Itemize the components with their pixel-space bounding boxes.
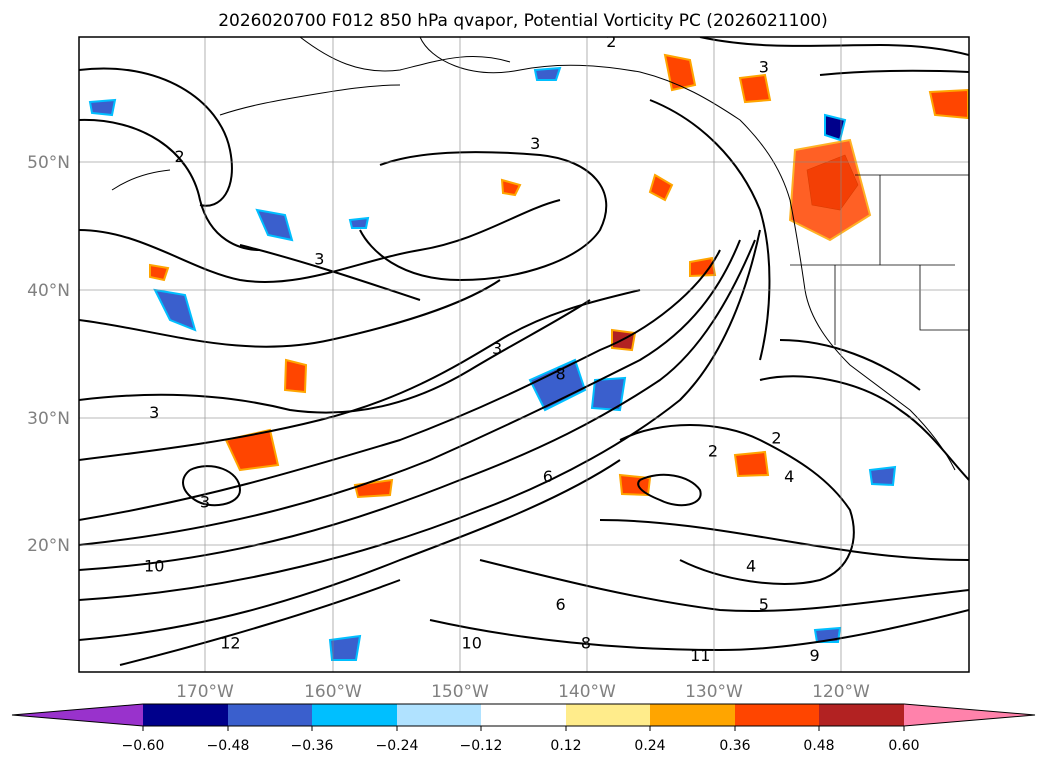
contour-label: 4 (784, 467, 794, 486)
contour-label: 6 (543, 467, 553, 486)
lon-label-140w: 140°W (558, 682, 616, 702)
colorbar-tick-label: 0.12 (550, 738, 581, 754)
colorbar-ticks (142, 726, 905, 731)
colorbar-extend-low (12, 704, 143, 726)
contour-label: 3 (149, 403, 159, 422)
contour-label: 2 (771, 429, 781, 448)
colorbar-segment (819, 704, 904, 726)
lat-label-40n: 40°N (27, 281, 70, 301)
contour-label: 9 (810, 646, 820, 665)
colorbar-segment (143, 704, 228, 726)
colorbar-tick-label: 0.24 (634, 738, 665, 754)
colorbar-segment (650, 704, 735, 726)
lon-label-120w: 120°W (812, 682, 870, 702)
lon-label-150w: 150°W (431, 682, 489, 702)
colorbar-tick-label: −0.12 (460, 738, 503, 754)
lon-label-170w: 170°W (176, 682, 234, 702)
colorbar-extend-high (904, 704, 1035, 726)
colorbar-segment (735, 704, 819, 726)
colorbar-segment (397, 704, 481, 726)
longitude-labels: 170°W 160°W 150°W 140°W 130°W 120°W (176, 682, 870, 702)
contour-label: 10 (144, 557, 164, 576)
contour-label: 3 (492, 339, 502, 358)
colorbar-segment (481, 704, 566, 726)
contour-label: 11 (690, 646, 710, 665)
colorbar-tick-label: 0.60 (888, 738, 919, 754)
colorbar-segment (228, 704, 312, 726)
colorbar-tick-label: 0.36 (719, 738, 750, 754)
contour-label: 3 (530, 134, 540, 153)
contour-label: 10 (462, 633, 482, 652)
map-frame (78, 36, 970, 673)
lat-label-50n: 50°N (27, 153, 70, 173)
latitude-labels: 50°N 40°N 30°N 20°N (27, 153, 70, 556)
political-borders (790, 174, 969, 345)
colorbar-tick-label: −0.48 (207, 738, 250, 754)
colorbar-tick-label: −0.24 (376, 738, 419, 754)
contour-label: 3 (200, 493, 210, 512)
colorbar-tick-label: −0.60 (122, 738, 165, 754)
graticule (79, 37, 969, 672)
lon-label-160w: 160°W (304, 682, 362, 702)
contour-label: 6 (556, 595, 566, 614)
contour-label: 4 (746, 557, 756, 576)
colorbar-segment (312, 704, 397, 726)
contour-label: 3 (759, 57, 769, 76)
coastlines (111, 37, 956, 471)
colorbar: −0.60 −0.48 −0.36 −0.24 −0.12 0.12 0.24 … (11, 703, 1036, 754)
pv-contours (79, 37, 969, 666)
map-title: 2026020700 F012 850 hPa qvapor, Potentia… (218, 11, 828, 31)
contour-label: 2 (606, 32, 616, 51)
contour-label: 3 (314, 249, 324, 268)
colorbar-tick-label: 0.48 (803, 738, 834, 754)
lon-label-130w: 130°W (685, 682, 743, 702)
contour-label: 8 (556, 365, 566, 384)
contour-label: 8 (581, 633, 591, 652)
contour-label: 2 (175, 147, 185, 166)
qvapor-shading (88, 53, 969, 661)
colorbar-segment (566, 704, 650, 726)
lat-label-30n: 30°N (27, 409, 70, 429)
contour-label: 12 (220, 633, 240, 652)
colorbar-tick-label: −0.36 (291, 738, 334, 754)
lat-label-20n: 20°N (27, 536, 70, 556)
contour-label: 5 (759, 595, 769, 614)
contour-label: 2 (708, 441, 718, 460)
